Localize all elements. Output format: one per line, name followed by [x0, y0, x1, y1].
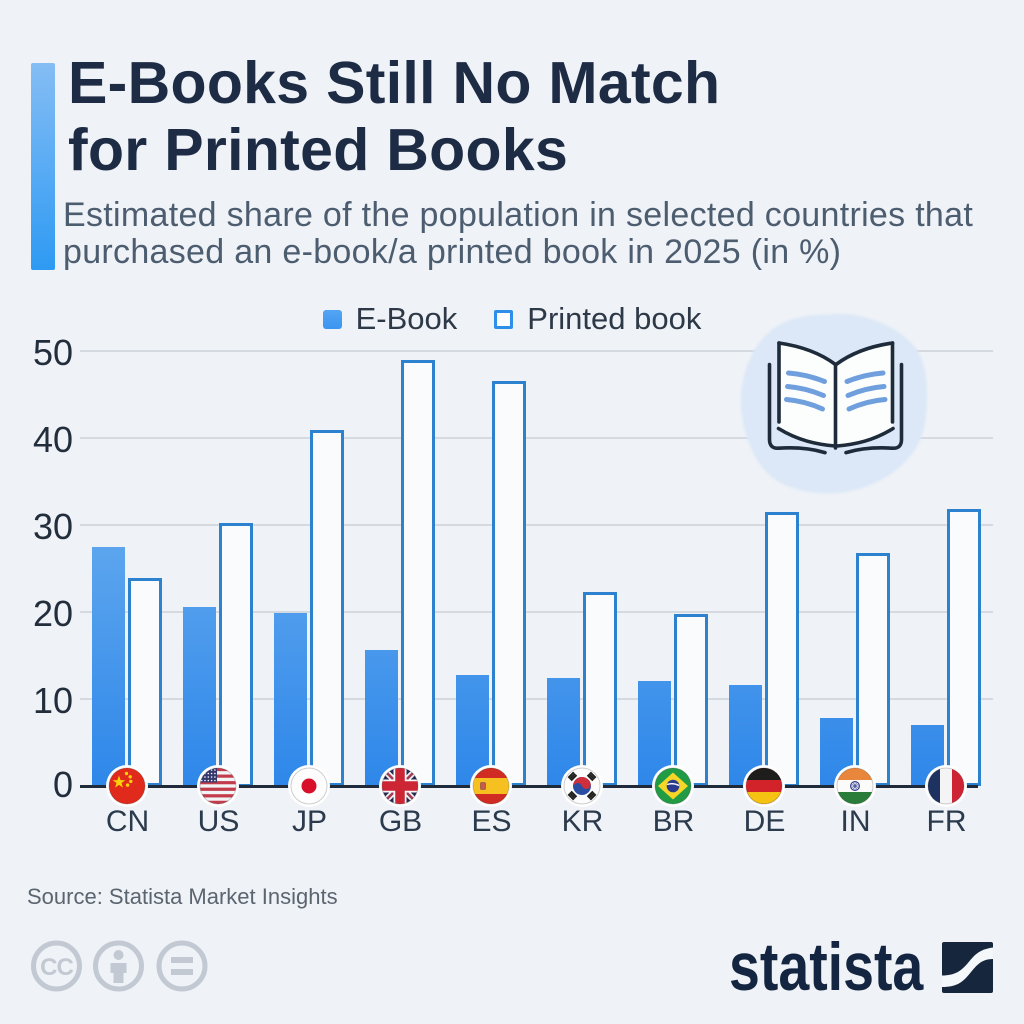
svg-text:CC: CC: [40, 954, 73, 981]
